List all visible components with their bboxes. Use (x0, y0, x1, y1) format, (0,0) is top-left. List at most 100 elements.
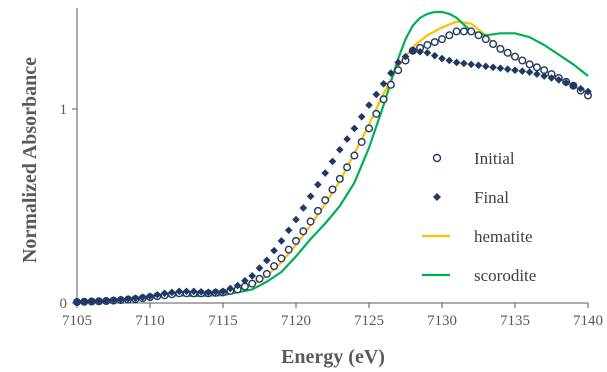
data-point (175, 287, 183, 296)
y-tick-label: 1 (60, 102, 68, 118)
y-axis-title: Normalized Absorbance (19, 57, 41, 263)
data-point (102, 296, 110, 305)
data-point (314, 180, 322, 189)
legend-label-scorodite: scorodite (474, 266, 536, 285)
data-point (584, 87, 592, 96)
x-tick-label: 7135 (500, 313, 530, 329)
data-point (576, 84, 585, 93)
data-point (438, 35, 447, 44)
data-point (350, 124, 359, 133)
data-point (328, 185, 337, 194)
data-point (423, 40, 432, 49)
data-point (146, 292, 154, 301)
data-point (459, 27, 468, 36)
data-point (474, 61, 483, 70)
data-point (321, 196, 330, 205)
data-point (533, 70, 541, 78)
data-point (489, 63, 497, 72)
data-point (87, 297, 96, 306)
data-point (379, 79, 388, 88)
data-point (423, 48, 432, 57)
data-point (138, 293, 147, 301)
series-initial (72, 27, 593, 307)
plot-area (72, 10, 593, 307)
legend-label-final: Final (474, 188, 509, 207)
data-point (525, 68, 534, 76)
data-point (409, 47, 417, 55)
data-point (292, 215, 300, 224)
data-point (284, 226, 293, 235)
data-point (518, 56, 527, 65)
data-point (438, 54, 446, 63)
data-point (117, 295, 125, 304)
x-tick-label: 7120 (281, 313, 311, 329)
data-point (365, 101, 373, 109)
series-final (73, 47, 592, 306)
data-point (255, 264, 264, 272)
data-point (372, 90, 381, 99)
data-point (204, 288, 213, 297)
data-point (532, 63, 541, 72)
x-tick-label: 7115 (208, 313, 237, 329)
legend: Initial Final hematite scorodite (422, 149, 536, 285)
data-point (445, 31, 454, 40)
data-point (270, 262, 279, 271)
data-point (387, 69, 395, 77)
data-point (182, 287, 191, 296)
data-point (168, 288, 176, 297)
x-tick-label: 7140 (573, 313, 603, 329)
data-point (365, 124, 374, 133)
legend-label-initial: Initial (474, 149, 515, 168)
data-point (284, 245, 293, 254)
data-point (467, 27, 476, 36)
data-point (336, 145, 344, 154)
data-point (460, 59, 468, 68)
data-point (547, 74, 556, 82)
data-point (263, 256, 271, 265)
data-point (328, 157, 337, 166)
data-point (445, 56, 454, 65)
data-point (452, 58, 461, 67)
data-point (503, 65, 512, 74)
data-point (292, 236, 301, 245)
data-point (496, 44, 505, 53)
data-point (401, 52, 410, 61)
data-point (569, 81, 578, 90)
x-tick-label: 7125 (354, 313, 384, 329)
data-point (518, 67, 527, 75)
x-axis-title: Energy (eV) (281, 346, 385, 368)
data-point (153, 290, 162, 299)
data-point (131, 294, 140, 302)
data-point (562, 79, 570, 87)
data-point (197, 288, 205, 296)
data-point (452, 27, 461, 36)
data-point (335, 174, 344, 183)
data-point (80, 297, 89, 306)
data-point (270, 246, 278, 255)
data-point (430, 38, 439, 47)
x-tick-label: 7130 (427, 313, 457, 329)
data-point (233, 281, 242, 290)
x-tick-label: 7105 (62, 313, 92, 329)
data-point (511, 52, 520, 61)
data-point (343, 135, 351, 143)
data-point (357, 112, 366, 121)
data-point (262, 269, 271, 278)
data-point (372, 109, 381, 118)
data-point (386, 80, 395, 89)
data-point (109, 296, 118, 304)
data-point (306, 192, 315, 201)
data-point (511, 66, 519, 74)
x-tick-label: 7110 (135, 313, 164, 329)
data-point (277, 254, 286, 263)
data-point (525, 60, 534, 69)
data-point (306, 217, 315, 226)
legend-marker-initial (432, 153, 442, 163)
data-point (496, 64, 505, 73)
data-point (190, 287, 198, 296)
data-point (299, 227, 308, 236)
data-point (482, 62, 490, 71)
legend-marker-final (433, 193, 441, 201)
legend-label-hematite: hematite (474, 227, 533, 246)
